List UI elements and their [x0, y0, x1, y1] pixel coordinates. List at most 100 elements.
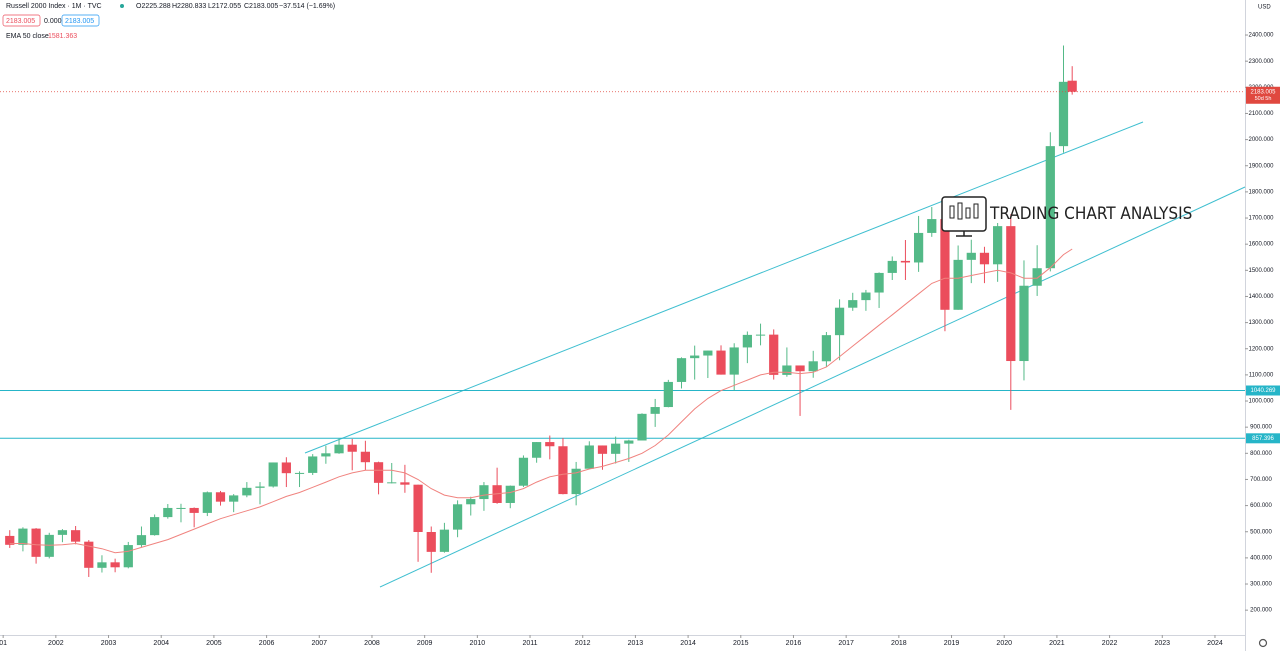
high: H2280.833 [172, 3, 206, 10]
candle-body [294, 472, 305, 474]
candle-body [637, 413, 647, 441]
indicator-name: EMA 50 close [6, 33, 49, 40]
candle-body [597, 445, 608, 454]
symbol: Russell 2000 Index · 1M · TVC [6, 3, 102, 10]
y-tick-label: 1100.000 [1249, 372, 1274, 378]
candle-body [189, 507, 199, 513]
last-price-countdown: 50d 5h [1255, 96, 1272, 102]
candle-body [571, 468, 581, 495]
candle-body [848, 300, 858, 308]
candle-body [518, 457, 529, 486]
candle-body [439, 529, 450, 552]
x-tick-label: 2016 [786, 640, 802, 647]
candle-body [505, 485, 515, 503]
candle-body [452, 504, 463, 530]
y-tick-label: 1300.000 [1248, 320, 1274, 326]
candle-body [558, 446, 568, 495]
y-tick-label: 600.000 [1250, 503, 1272, 509]
candle-body [742, 334, 752, 348]
candle-body [215, 492, 226, 502]
x-tick-label: 2021 [1049, 640, 1065, 647]
legend-header: Russell 2000 Index · 1M · TVC O2225.288 … [2, 3, 335, 40]
candle-body [821, 335, 832, 362]
candle-body [1019, 285, 1029, 362]
y-tick-label: 500.000 [1250, 529, 1272, 535]
open: O2225.288 [136, 3, 171, 10]
logo-icon [973, 203, 979, 219]
y-tick-label: 1900.000 [1248, 163, 1274, 169]
candle-body [176, 507, 186, 509]
settings-icon[interactable] [1258, 638, 1268, 648]
candle-body [663, 381, 673, 408]
candle-body [123, 545, 133, 568]
candle-body [1058, 81, 1069, 147]
y-tick-label: 1400.000 [1248, 294, 1274, 300]
candle-body [861, 292, 871, 301]
status-dot [120, 4, 124, 8]
y-tick-label: 800.000 [1250, 451, 1272, 457]
x-tick-label: 2019 [944, 640, 960, 647]
x-tick-label: 2013 [628, 640, 644, 647]
y-tick-label: 400.000 [1250, 555, 1272, 561]
candle-body [1045, 146, 1055, 269]
y-tick-label: 900.000 [1250, 425, 1272, 431]
candle-body [5, 535, 15, 545]
candle-body [229, 495, 239, 502]
y-tick-label: 2300.000 [1248, 59, 1274, 65]
candle-body [70, 530, 81, 542]
candle-body [334, 444, 344, 454]
ask: 2183.005 [65, 18, 94, 25]
candle-body [268, 462, 278, 487]
y-tick-label: 1800.000 [1248, 189, 1274, 195]
plot [0, 45, 1245, 577]
candle-body [308, 456, 318, 473]
last-price-tag [1246, 86, 1280, 104]
x-tick-label: 2011 [523, 640, 538, 647]
level-tag [1246, 385, 1280, 396]
candle-body [255, 486, 265, 488]
logo-icon [941, 196, 987, 232]
candle-body [321, 453, 331, 457]
candle-body [413, 484, 423, 532]
ask-box[interactable] [61, 14, 100, 27]
candle-body [387, 482, 397, 484]
currency: USD [1258, 5, 1271, 11]
x-tick-label: 2009 [417, 640, 433, 647]
candle-body [150, 517, 160, 536]
candle-body [927, 219, 937, 233]
level-label: 857.396 [1252, 436, 1274, 442]
candle-body [887, 260, 897, 273]
ema-line [9, 248, 1073, 554]
candle-body [97, 562, 107, 568]
close: C2183.005 [244, 3, 278, 10]
candle-body [1032, 268, 1042, 286]
logo-icon [965, 207, 971, 219]
x-tick-label: 2023 [1154, 640, 1170, 647]
bid-box[interactable] [2, 14, 41, 27]
candle-body [1067, 80, 1077, 92]
y-tick-label: 2100.000 [1248, 111, 1274, 117]
candle-body [979, 252, 990, 265]
candle-body [769, 334, 779, 375]
candle-body [584, 445, 594, 469]
candle-body [900, 260, 911, 263]
logo-icon [949, 205, 955, 219]
candle-body [795, 365, 805, 372]
candle-body [624, 440, 634, 444]
candle-body [874, 272, 884, 293]
level-tag [1246, 433, 1280, 444]
candle-body [703, 350, 713, 356]
candle-body [545, 442, 555, 447]
watermark: TRADING CHART ANALYSIS [941, 196, 1192, 237]
indicator-value: 1581.363 [48, 33, 77, 40]
candle-body [18, 528, 28, 545]
candle-body [993, 226, 1003, 265]
candle-body [426, 531, 436, 552]
candle-body [1006, 226, 1016, 362]
trend-line [379, 186, 1246, 588]
candle-body [57, 530, 68, 535]
candle-body [729, 347, 739, 375]
last-price-label: 2183.005 [1250, 89, 1276, 95]
settings-icon[interactable] [1258, 638, 1268, 648]
